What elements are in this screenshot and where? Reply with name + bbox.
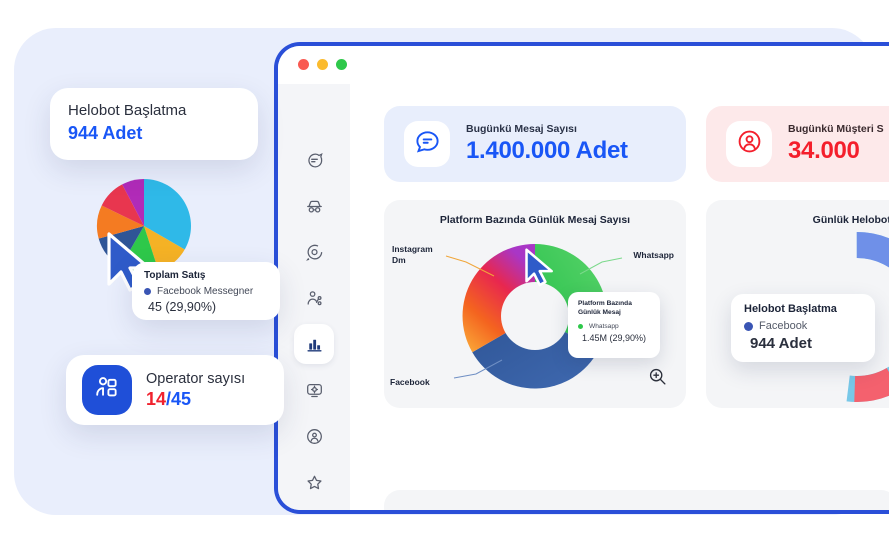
tooltip-value: 944 Adet xyxy=(750,335,812,352)
sidebar-item-display-settings[interactable] xyxy=(294,370,334,410)
label-instagram-line1: Instagram xyxy=(392,244,433,254)
tooltip-series-row: Facebook xyxy=(744,320,875,332)
window-controls xyxy=(298,59,347,70)
stat-label: Bugünkü Müşteri S xyxy=(788,123,884,135)
card-helobot-start[interactable]: Helobot Başlatma 944 Adet xyxy=(50,88,258,160)
sidebar-item-user-share[interactable] xyxy=(294,278,334,318)
stat-text: Bugünkü Mesaj Sayısı 1.400.000 Adet xyxy=(466,123,628,165)
tooltip-series: Whatsapp xyxy=(589,322,619,330)
card-operator-count[interactable]: Operator sayısı 14/45 xyxy=(66,355,284,425)
tooltip-title: Platform Bazında Günlük Mesaj xyxy=(578,300,660,318)
op-text: Operator sayısı 14/45 xyxy=(146,371,245,410)
stat-value: 1.400.000 Adet xyxy=(466,137,628,164)
tooltip-helobot-start: Helobot Başlatma Facebook 944 Adet xyxy=(731,294,875,362)
card-title: Operator sayısı xyxy=(146,370,246,387)
user-share-icon xyxy=(305,289,324,308)
sidebar-item-analytics[interactable] xyxy=(294,324,334,364)
star-icon xyxy=(305,473,324,492)
donut-chart-helobot[interactable] xyxy=(768,228,889,411)
sidebar-item-chat-circle[interactable] xyxy=(294,232,334,272)
tooltip-series: Facebook xyxy=(759,320,808,332)
series-bullet-icon xyxy=(144,288,151,295)
zoom-in-icon[interactable] xyxy=(647,366,668,392)
tooltip-value: 45 (29,90%) xyxy=(148,300,217,314)
tooltip-title-line1: Platform Bazında xyxy=(578,300,632,307)
cursor-pointer-icon xyxy=(524,248,558,293)
stat-card-messages[interactable]: Bugünkü Mesaj Sayısı 1.400.000 Adet xyxy=(384,106,686,182)
tooltip-value: 1.45M (29,90%) xyxy=(582,332,647,343)
label-whatsapp: Whatsapp xyxy=(633,250,674,260)
stat-card-customers[interactable]: Bugünkü Müşteri S 34.000 xyxy=(706,106,889,182)
donut-svg xyxy=(772,232,889,402)
tooltip-platform-daily-message: Platform Bazında Günlük Mesaj Whatsapp 1… xyxy=(568,292,660,358)
stat-value: 34.000 xyxy=(788,137,860,164)
chart-title: Platform Bazında Günlük Mesaj Sayısı xyxy=(439,214,631,226)
minimize-dot-icon[interactable] xyxy=(317,59,328,70)
tooltip-title-line2: Günlük Mesaj xyxy=(578,308,621,316)
stat-label: Bugünkü Mesaj Sayısı xyxy=(466,123,577,135)
users-group-icon xyxy=(93,374,121,407)
op-icon-wrap xyxy=(82,365,132,415)
bottom-placeholder-card xyxy=(384,490,889,510)
stats-row: Bugünkü Mesaj Sayısı 1.400.000 Adet xyxy=(384,106,889,182)
bar-chart-icon xyxy=(305,335,324,354)
card-title: Helobot Başlatma xyxy=(68,102,187,119)
stat-text: Bugünkü Müşteri S 34.000 xyxy=(788,123,884,165)
card-value: 14/45 xyxy=(146,389,245,410)
tooltip-series-row: Whatsapp xyxy=(578,323,660,330)
monitor-settings-icon xyxy=(305,381,324,400)
stat-icon-wrap xyxy=(726,121,772,167)
donut-leader-lines xyxy=(445,255,623,379)
browser-window: Bugünkü Mesaj Sayısı 1.400.000 Adet xyxy=(278,46,889,510)
card-value: 944 Adet xyxy=(68,123,143,143)
tooltip-total-sales: Toplam Satış Facebook Messegner 45 (29,9… xyxy=(132,262,280,320)
chat-bubble-icon xyxy=(305,151,324,170)
sidebar-item-incognito[interactable] xyxy=(294,186,334,226)
sidebar-item-favorites[interactable] xyxy=(294,462,334,502)
chat-circle-icon xyxy=(305,243,324,262)
tooltip-series: Facebook Messegner xyxy=(157,286,254,297)
tooltip-title: Helobot Başlatma xyxy=(744,303,837,315)
window-titlebar xyxy=(278,46,889,84)
tooltip-series-row: Facebook Messegner xyxy=(144,286,280,297)
tooltip-title: Toplam Satış xyxy=(144,270,206,281)
incognito-icon xyxy=(305,197,324,216)
operator-denominator: /45 xyxy=(166,388,192,409)
close-dot-icon[interactable] xyxy=(298,59,309,70)
series-bullet-icon xyxy=(744,321,753,331)
browser-window-frame: Bugünkü Mesaj Sayısı 1.400.000 Adet xyxy=(274,42,889,514)
sidebar xyxy=(278,84,350,510)
maximize-dot-icon[interactable] xyxy=(336,59,347,70)
chat-bubble-icon xyxy=(414,128,441,160)
target-user-icon xyxy=(305,427,324,446)
stat-icon-wrap xyxy=(404,121,450,167)
label-facebook: Facebook xyxy=(390,377,430,388)
sidebar-item-messages[interactable] xyxy=(294,140,334,180)
label-instagram: Instagram Dm xyxy=(392,244,433,265)
chart-title: Günlük Helobot B xyxy=(812,214,889,226)
user-circle-icon xyxy=(736,128,763,160)
label-instagram-line2: Dm xyxy=(392,254,406,265)
sidebar-item-target-user[interactable] xyxy=(294,416,334,456)
series-bullet-icon xyxy=(578,323,583,329)
operator-numerator: 14 xyxy=(146,388,167,409)
